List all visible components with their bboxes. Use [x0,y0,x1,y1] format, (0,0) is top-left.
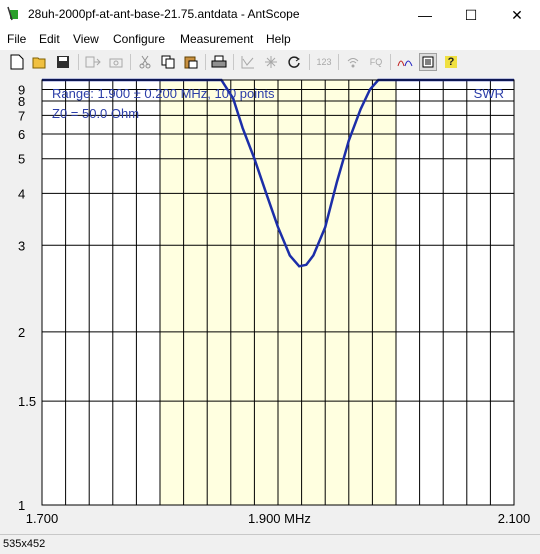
numbers-label: 123 [316,57,332,67]
menu-bar: File Edit View Configure Measurement Hel… [0,30,540,50]
export-icon[interactable] [84,53,102,71]
y-tick-label: 8 [18,94,25,109]
y-tick-label: 5 [18,152,25,167]
menu-view[interactable]: View [73,32,99,46]
y-tick-label: 6 [18,127,25,142]
help-label: ? [444,56,458,68]
range-info: Range: 1.900 ± 0.200 MHz, 100 points [52,86,275,101]
y-tick-label: 1.5 [18,394,36,409]
minimize-icon: — [418,7,432,23]
graph-icon[interactable] [239,53,257,71]
toolbar-separator [309,54,310,70]
y-axis-labels: 1 1.5 2 3 4 5 6 789 [18,82,36,513]
series-label: SWR [474,86,504,101]
menu-file[interactable]: File [7,32,27,46]
menu-edit[interactable]: Edit [39,32,60,46]
maximize-icon: ☐ [464,6,478,23]
horizontal-gridlines [42,88,514,402]
y-tick-label: 7 [18,108,25,123]
menu-help[interactable]: Help [266,32,291,46]
paste-icon[interactable] [182,53,200,71]
y-tick-label: 1 [18,498,25,513]
toolbar-separator [390,54,391,70]
y-tick-label: 4 [18,186,25,201]
x-tick-label: 2.100 [498,511,531,526]
menu-configure[interactable]: Configure [113,32,166,46]
toolbar-separator [338,54,339,70]
toolbar: 123 FQ ? [0,50,540,75]
help-icon[interactable]: ? [442,53,460,71]
memo-icon[interactable] [419,53,437,71]
cut-icon[interactable] [136,53,154,71]
toolbar-separator [205,54,206,70]
toolbar-separator [233,54,234,70]
plot-border [41,79,515,506]
signal-icon[interactable] [344,53,362,71]
x-axis-labels: 1.700 1.900 MHz 2.100 [26,511,531,526]
minimize-button[interactable]: — [402,0,448,30]
x-tick-label: 1.700 [26,511,59,526]
y-tick-label: 9 [18,82,25,97]
status-bar: 535x452 [0,534,540,554]
close-icon: ✕ [511,6,523,23]
camera-icon[interactable] [107,53,125,71]
app-icon [7,6,18,21]
y-tick-label: 2 [18,325,25,340]
title-bar: 28uh-2000pf-at-ant-base-21.75.antdata - … [0,0,540,30]
menu-measurement[interactable]: Measurement [180,32,254,46]
numbers-icon[interactable]: 123 [315,53,333,71]
x-tick-label: 1.900 MHz [248,511,311,526]
fq-icon[interactable]: FQ [367,53,385,71]
fq-label: FQ [369,57,383,67]
new-icon[interactable] [8,53,26,71]
window-title: 28uh-2000pf-at-ant-base-21.75.antdata - … [28,7,300,21]
toolbar-separator [78,54,79,70]
chart-canvas[interactable]: 1 1.5 2 3 4 5 6 789 1.700 1.900 MHz 2.100 Range: … [0,74,540,534]
z0-info: Z0 = 50.0 Ohm [52,106,139,121]
print-icon[interactable] [210,53,228,71]
toolbar-separator [130,54,131,70]
marker-icon[interactable] [262,53,280,71]
swr-line [42,78,514,268]
close-button[interactable]: ✕ [494,0,540,30]
copy-icon[interactable] [159,53,177,71]
y-tick-label: 3 [18,238,25,253]
refresh-icon[interactable] [285,53,303,71]
swr-curves-icon[interactable] [396,53,414,71]
status-text: 535x452 [3,538,46,550]
swr-chart[interactable]: 1 1.5 2 3 4 5 6 7 8 9 1.700 1.900 MHz 2.100 Range: … [0,74,540,534]
save-icon[interactable] [54,53,72,71]
open-icon[interactable] [31,53,49,71]
vertical-gridlines [65,80,491,505]
maximize-button[interactable]: ☐ [448,0,494,30]
